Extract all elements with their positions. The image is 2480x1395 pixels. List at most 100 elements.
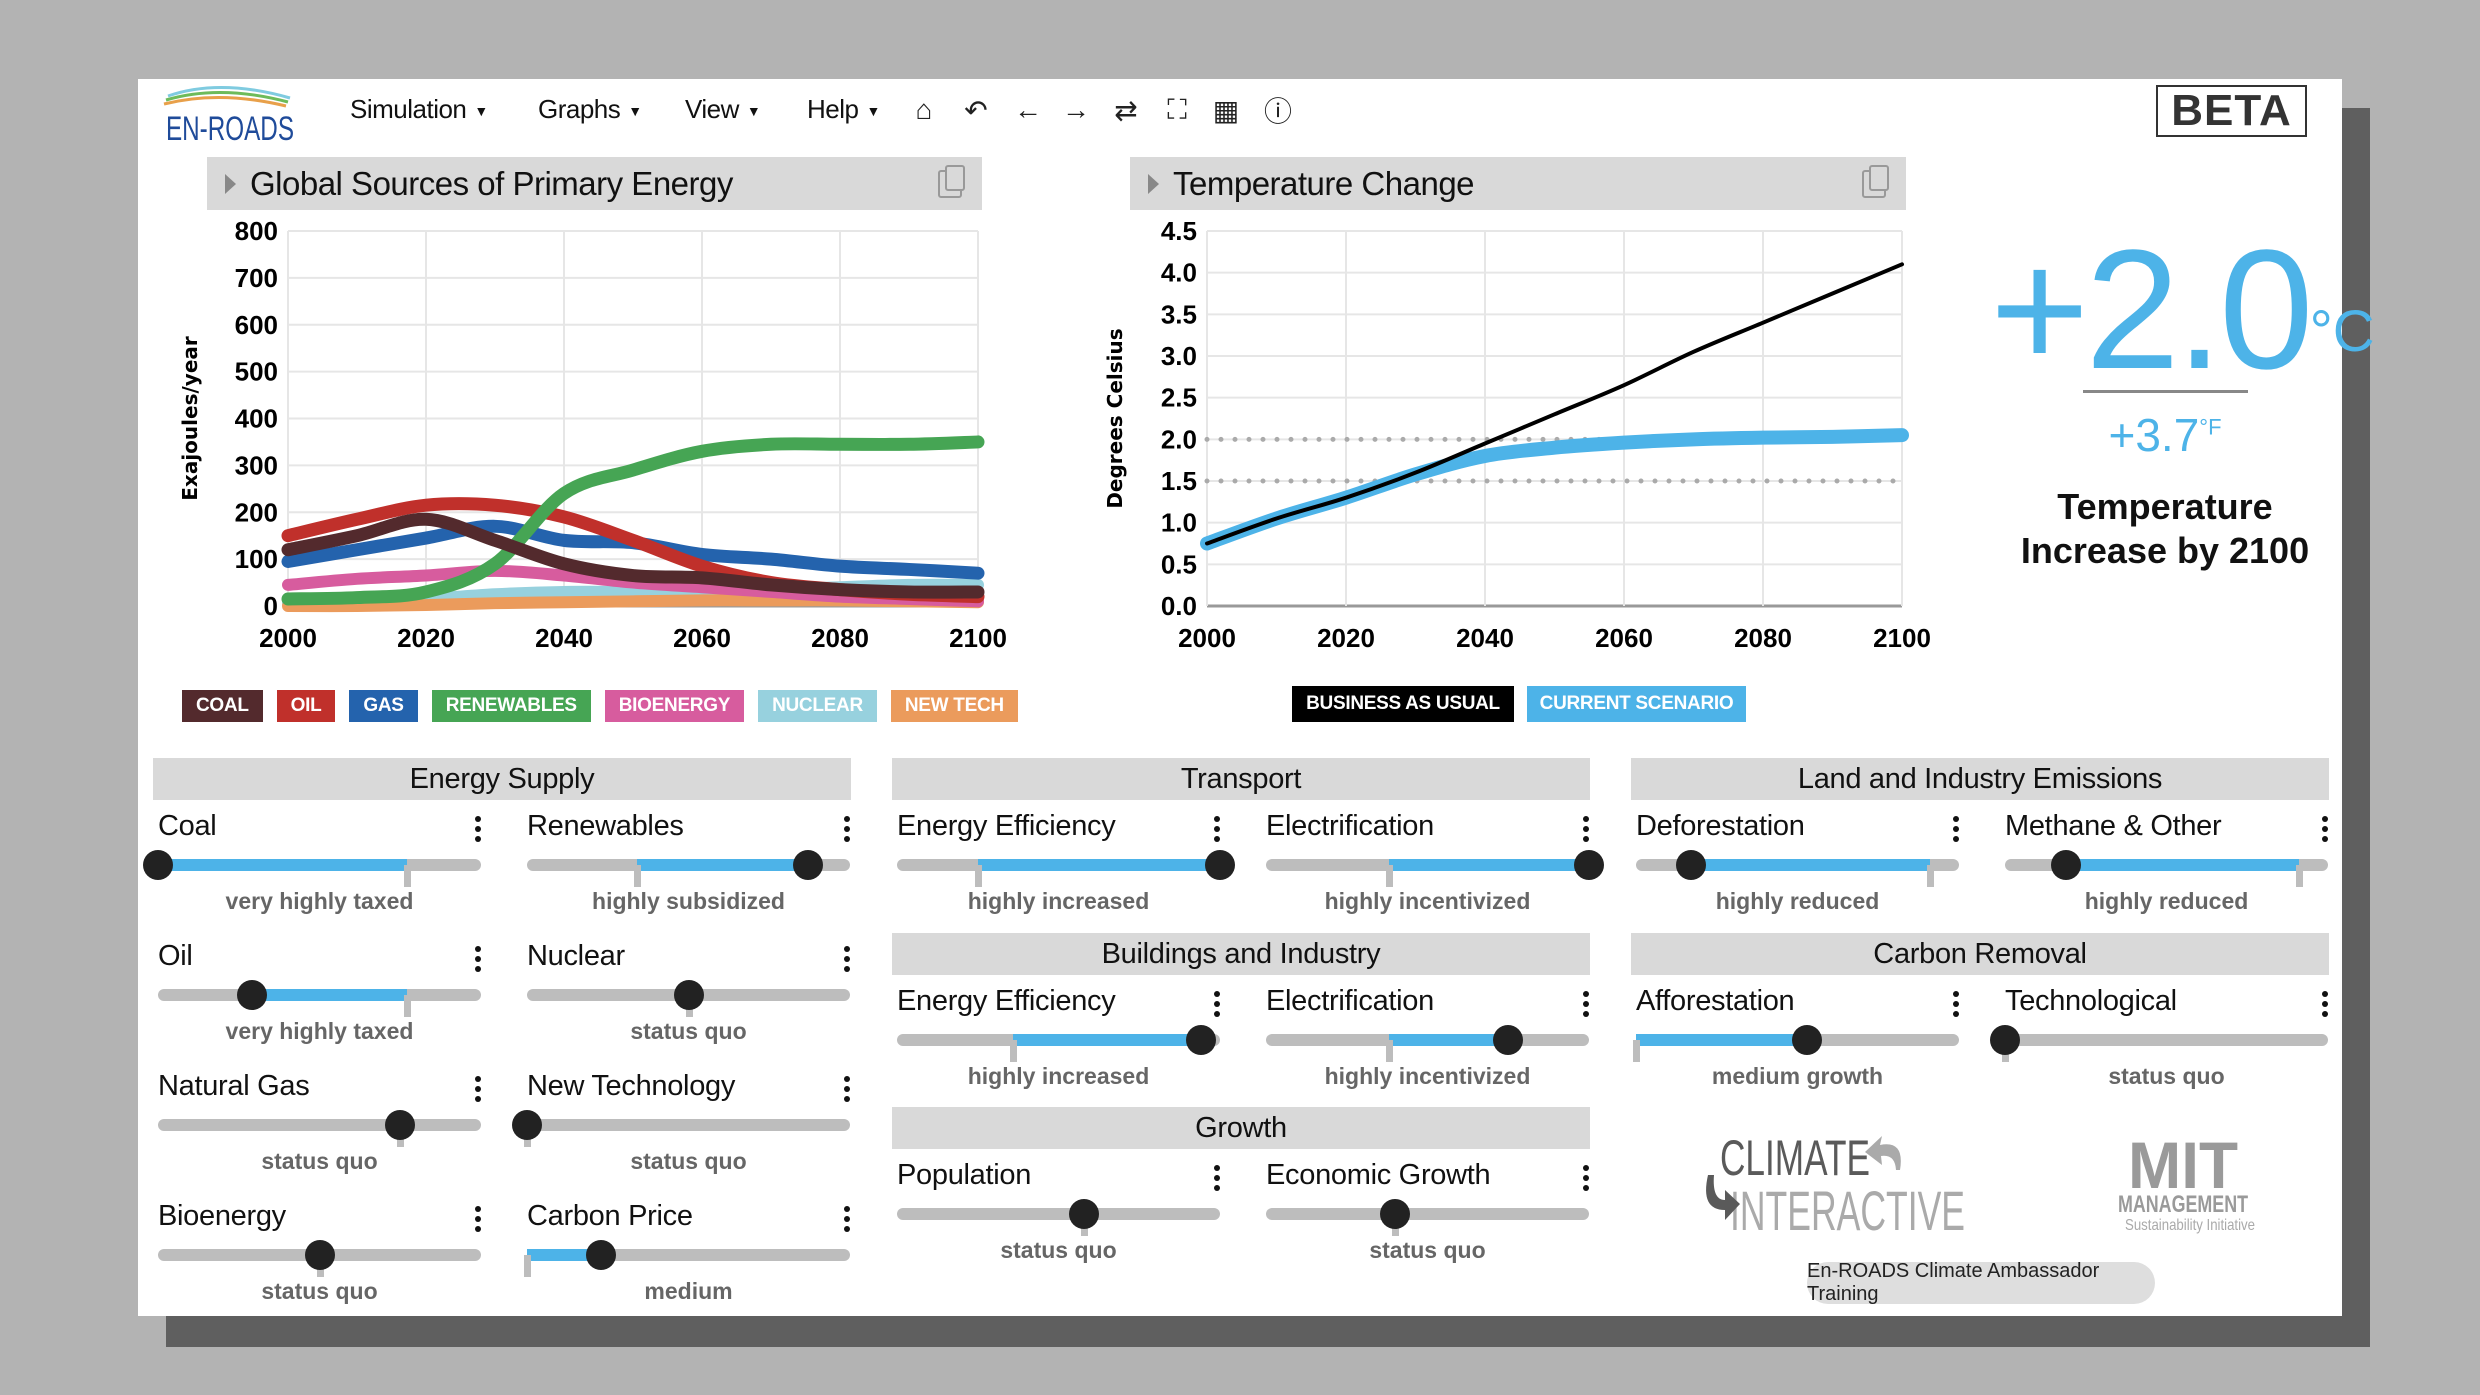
more-options-icon[interactable] [1214, 816, 1220, 842]
x-tick-label: 2040 [535, 623, 593, 653]
logo-text: INTERACTIVE [1730, 1179, 1965, 1235]
more-options-icon[interactable] [1583, 1165, 1589, 1191]
slider-thumb-energy-efficiency[interactable] [1185, 1025, 1216, 1055]
slider-caption: very highly taxed [225, 888, 414, 914]
more-options-icon[interactable] [475, 1206, 481, 1232]
legend-item-new-tech[interactable]: NEW TECH [890, 690, 1018, 722]
x-tick-label: 2060 [1595, 623, 1653, 653]
slider-thumb-economic-growth[interactable] [1380, 1199, 1411, 1229]
slider-caption: status quo [630, 1148, 747, 1174]
slider-label-carbon-price: Carbon Price [527, 1200, 693, 1232]
temperature-divider [2083, 390, 2248, 393]
more-options-icon[interactable] [844, 816, 850, 842]
legend-item-gas[interactable]: GAS [349, 690, 418, 722]
legend-item-coal[interactable]: COAL [182, 690, 263, 722]
slider-label-technological: Technological [2005, 985, 2177, 1017]
more-options-icon[interactable] [844, 946, 850, 972]
en-roads-logo[interactable]: EN-ROADS [160, 82, 300, 146]
slider-thumb-natural-gas[interactable] [385, 1110, 416, 1140]
slider-thumb-coal[interactable] [143, 850, 173, 880]
y-tick-label: 700 [235, 263, 278, 293]
slider-caption: highly increased [967, 888, 1150, 914]
legend-item-renewables[interactable]: RENEWABLES [431, 690, 591, 722]
more-options-icon[interactable] [1583, 816, 1589, 842]
more-options-icon[interactable] [1214, 1165, 1220, 1191]
slider-thumb-electrification[interactable] [1493, 1025, 1524, 1055]
slider-thumb-oil[interactable] [236, 980, 267, 1010]
slider-thumb-deforestation[interactable] [1675, 850, 1706, 880]
slider-default-marker [633, 865, 641, 887]
slider-thumb-energy-efficiency[interactable] [1205, 850, 1235, 880]
logo-text: Sustainability Initiative [2125, 1217, 2255, 1234]
slider-track-new-technology[interactable] [527, 1119, 850, 1131]
slider-thumb-electrification[interactable] [1574, 850, 1604, 880]
info-icon[interactable]: ⓘ [1263, 96, 1292, 127]
more-options-icon[interactable] [2322, 991, 2328, 1017]
slider-thumb-carbon-price[interactable] [586, 1240, 617, 1270]
fahrenheit-value: +3.7 [2108, 409, 2200, 461]
slider-thumb-population[interactable] [1069, 1199, 1100, 1229]
slider-thumb-methane-other[interactable] [2051, 850, 2082, 880]
slider-track-natural-gas[interactable] [158, 1119, 481, 1131]
more-options-icon[interactable] [1583, 991, 1589, 1017]
refresh-icon[interactable]: ⇄ [1114, 94, 1138, 126]
more-options-icon[interactable] [844, 1206, 850, 1232]
celsius-unit: °C [2309, 299, 2375, 364]
slider-thumb-bioenergy[interactable] [304, 1240, 335, 1270]
fullscreen-icon[interactable]: ⛶ [1167, 93, 1187, 125]
menu-help[interactable]: Help ▼ [807, 94, 880, 125]
home-icon[interactable]: ⌂ [915, 94, 933, 125]
x-tick-label: 2040 [1456, 623, 1514, 653]
slider-thumb-technological[interactable] [1990, 1025, 2020, 1055]
caret-down-icon: ▼ [474, 103, 488, 120]
slider-thumb-afforestation[interactable] [1792, 1025, 1823, 1055]
expand-triangle-icon[interactable] [1148, 173, 1159, 194]
caret-down-icon: ▼ [866, 103, 880, 120]
legend-item-oil[interactable]: OIL [276, 690, 336, 722]
slider-thumb-nuclear[interactable] [673, 980, 704, 1010]
slider-track-technological[interactable] [2005, 1034, 2328, 1046]
energy-legend: COAL OIL GAS RENEWABLES BIOENERGY NUCLEAR NEW … [182, 690, 1018, 722]
training-button[interactable]: En-ROADS Climate Ambassador Training [1807, 1260, 2155, 1305]
forward-arrow-icon[interactable]: → [1062, 94, 1090, 125]
slider-caption: status quo [261, 1278, 378, 1304]
more-options-icon[interactable] [475, 816, 481, 842]
slider-default-marker [1926, 865, 1934, 887]
temperature-label: Temperature Increase by 2100 [2020, 486, 2310, 571]
y-tick-label: 2.5 [1161, 383, 1197, 413]
more-options-icon[interactable] [475, 946, 481, 972]
slider-thumb-renewables[interactable] [793, 850, 823, 880]
copy-icon[interactable] [938, 164, 965, 198]
slider-label-new-technology: New Technology [527, 1070, 736, 1102]
legend-item-current-scenario[interactable]: CURRENT SCENARIO [1527, 686, 1746, 722]
slider-caption: status quo [630, 1018, 747, 1044]
more-options-icon[interactable] [844, 1076, 850, 1102]
menu-graphs[interactable]: Graphs ▼ [538, 94, 642, 125]
slider-track-population[interactable] [897, 1208, 1220, 1220]
legend-item-bioenergy[interactable]: BIOENERGY [604, 690, 745, 722]
table-icon[interactable]: ▦ [1212, 94, 1240, 126]
undo-icon[interactable]: ↶ [964, 94, 988, 126]
expand-triangle-icon[interactable] [225, 173, 236, 194]
panel-header-land-and-industry-emissions: Land and Industry Emissions [1631, 758, 2329, 800]
menu-simulation[interactable]: Simulation ▼ [350, 94, 488, 125]
slider-fill [1388, 1034, 1509, 1046]
fahrenheit-unit: °F [2199, 414, 2222, 440]
menu-view[interactable]: View ▼ [685, 94, 761, 125]
more-options-icon[interactable] [2322, 816, 2328, 842]
more-options-icon[interactable] [475, 1076, 481, 1102]
slider-default-marker [974, 865, 982, 887]
legend-item-nuclear[interactable]: NUCLEAR [758, 690, 877, 722]
slider-thumb-new-technology[interactable] [512, 1110, 542, 1140]
copy-icon[interactable] [1862, 164, 1889, 198]
slider-track-economic-growth[interactable] [1266, 1208, 1589, 1220]
y-tick-label: 0.0 [1161, 591, 1197, 621]
slider-label-natural-gas: Natural Gas [158, 1070, 310, 1102]
y-tick-label: 300 [235, 450, 278, 480]
back-arrow-icon[interactable]: ← [1014, 94, 1042, 125]
slider-label-methane-other: Methane & Other [2005, 810, 2222, 842]
legend-item-business-as-usual[interactable]: BUSINESS AS USUAL [1292, 686, 1514, 722]
more-options-icon[interactable] [1953, 991, 1959, 1017]
more-options-icon[interactable] [1953, 816, 1959, 842]
more-options-icon[interactable] [1214, 991, 1220, 1017]
